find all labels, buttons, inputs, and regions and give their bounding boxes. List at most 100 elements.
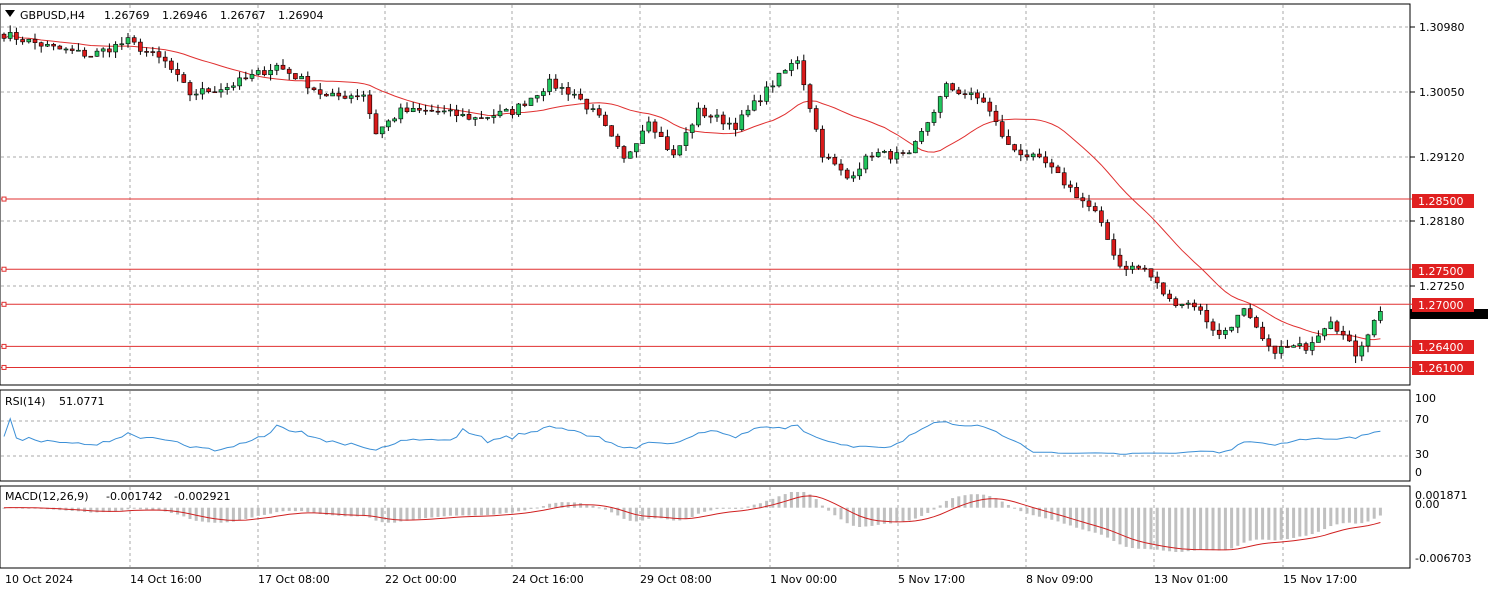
candle-body xyxy=(299,76,304,80)
candle-body xyxy=(20,39,25,43)
macd-histogram-bar xyxy=(1335,507,1339,525)
candle-body xyxy=(1148,268,1154,278)
candle-body xyxy=(603,114,608,126)
candle-body xyxy=(1192,302,1197,308)
macd-histogram-bar xyxy=(560,502,564,508)
candle-body xyxy=(1055,166,1061,174)
macd-histogram-bar xyxy=(1261,507,1265,540)
candle-body xyxy=(727,122,732,125)
rsi-panel[interactable] xyxy=(0,389,1411,482)
candle-body xyxy=(758,100,763,103)
candle-body xyxy=(1012,144,1017,151)
level-label: 1.27000 xyxy=(1418,299,1464,312)
macd-histogram-bar xyxy=(969,494,973,508)
macd-histogram-bar xyxy=(436,507,440,517)
macd-histogram-bar xyxy=(1230,507,1234,549)
candle-body xyxy=(503,109,509,112)
macd-histogram-bar xyxy=(1329,507,1333,527)
macd-histogram-bar xyxy=(684,507,688,519)
macd-histogram-bar xyxy=(1341,507,1345,524)
time-label: 17 Oct 08:00 xyxy=(258,573,330,586)
macd-histogram-bar xyxy=(114,507,118,512)
candle-body xyxy=(720,114,726,125)
macd-histogram-bar xyxy=(746,506,750,508)
macd-histogram-bar xyxy=(690,507,694,517)
candle-body xyxy=(1347,334,1352,342)
macd-label: MACD(12,26,9) xyxy=(5,490,89,503)
macd-histogram-bar xyxy=(368,507,372,518)
horizontal-levels[interactable] xyxy=(1,196,1412,370)
macd-axis-label: 0.001871 xyxy=(1415,489,1468,502)
macd-histogram-bar xyxy=(1099,507,1103,535)
macd-histogram-bar xyxy=(665,507,669,520)
candle-body xyxy=(7,32,13,39)
price-axis: 1.30980 1.30050 1.29120 1.28180 1.27250 xyxy=(1410,21,1465,293)
candle-body xyxy=(832,157,838,165)
candle-body xyxy=(150,51,156,53)
macd-histogram-bar xyxy=(1316,507,1320,532)
macd-histogram-bar xyxy=(293,507,297,512)
macd-histogram-bar xyxy=(1192,507,1196,551)
candle-body xyxy=(1,33,7,39)
macd-histogram-bar xyxy=(1211,507,1215,551)
macd-histogram-bar xyxy=(1285,507,1289,540)
rsi-axis-label: 100 xyxy=(1415,392,1436,405)
macd-histogram-bar xyxy=(1180,507,1184,552)
candle-body xyxy=(26,38,32,43)
candle-body xyxy=(937,96,943,113)
macd-histogram-bar xyxy=(343,507,347,517)
macd-histogram-bar xyxy=(393,507,397,523)
macd-histogram-bar xyxy=(362,507,366,517)
macd-histogram-bar xyxy=(1031,507,1035,516)
macd-histogram-bar xyxy=(504,507,508,513)
candle-body xyxy=(379,126,385,135)
time-axis: 10 Oct 2024 14 Oct 16:00 17 Oct 08:00 22… xyxy=(5,573,1357,586)
candle-body xyxy=(76,49,81,52)
macd-histogram-bar xyxy=(231,507,235,522)
macd-histogram-bar xyxy=(262,507,266,515)
candle-body xyxy=(826,156,831,159)
macd-histogram-bar xyxy=(752,504,756,508)
candle-body xyxy=(361,94,366,97)
macd-histogram-bar xyxy=(1292,507,1296,538)
candle-body xyxy=(906,152,912,155)
candle-body xyxy=(212,91,218,94)
macd-histogram-bar xyxy=(1093,507,1097,533)
macd-histogram-bar xyxy=(145,507,149,510)
candle-body xyxy=(1123,265,1129,270)
candle-body xyxy=(541,91,546,96)
macd-histogram-bar xyxy=(132,507,136,509)
macd-histogram-bar xyxy=(120,507,124,511)
candle-body xyxy=(708,115,714,118)
macd-histogram-bar xyxy=(721,507,725,509)
candle-body xyxy=(262,70,267,76)
candle-body xyxy=(683,132,689,146)
candle-body xyxy=(1154,276,1160,284)
candle-body xyxy=(355,95,360,98)
macd-histogram-bar xyxy=(932,507,936,510)
macd-histogram-bar xyxy=(101,507,105,513)
macd-histogram-bar xyxy=(814,499,818,508)
candle-body xyxy=(1340,330,1346,336)
candle-body xyxy=(745,109,751,116)
macd-histogram-bar xyxy=(306,507,310,513)
macd-histogram-bar xyxy=(1298,507,1302,537)
triangle-down-icon[interactable] xyxy=(5,10,15,17)
main-price-panel[interactable] xyxy=(0,3,1411,386)
macd-histogram-bar xyxy=(554,502,558,508)
candle-body xyxy=(417,107,422,111)
candle-body xyxy=(293,73,298,80)
macd-histogram-bar xyxy=(1006,504,1010,508)
candle-body xyxy=(534,95,540,99)
candle-body xyxy=(516,103,521,115)
candle-body xyxy=(324,93,329,97)
macd-histogram-bar xyxy=(1062,507,1066,524)
candle-body xyxy=(138,41,143,52)
candle-body xyxy=(131,37,137,43)
macd-histogram-bar xyxy=(138,507,142,510)
macd-histogram-bar xyxy=(901,507,905,522)
candle-body xyxy=(423,109,428,112)
ohlc-close: 1.26904 xyxy=(278,9,324,22)
